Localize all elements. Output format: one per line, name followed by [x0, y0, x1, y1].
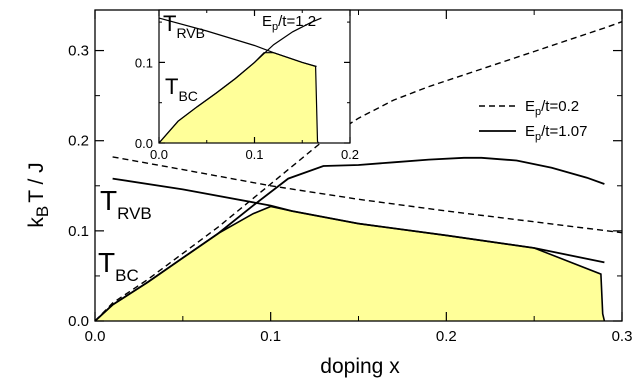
legend-dashed-rest: /t=0.2 [541, 98, 579, 115]
inset-series-label: Ep/t=1.2 [262, 13, 316, 33]
inset-series-sub: p [272, 21, 278, 33]
inset-t-bc-main: T [165, 74, 178, 99]
y-tick-label: 0.0 [68, 313, 89, 330]
x-tick-label: 0.3 [612, 328, 633, 345]
legend-label-solid: Ep/t=1.07 [525, 123, 587, 143]
x-tick-label: 0.2 [436, 328, 457, 345]
inset-series-main: E [262, 13, 272, 30]
series-2-t-rvb-line [112, 177, 605, 264]
inset-t-rvb-sub: RVB [176, 25, 205, 41]
inset-t-bc-sub: BC [178, 88, 197, 104]
inset-y-tick-label: 0.1 [135, 55, 153, 70]
inset-chart: 0.0 0.1 0.20.00.1 TRVB TBC Ep/t=1.2 [135, 9, 359, 162]
inset-y-tick-label: 0.0 [135, 136, 153, 151]
y-tick-label: 0.1 [68, 223, 89, 240]
inset-series-1-t-rvb-line [158, 17, 317, 67]
legend-solid-main: E [525, 123, 535, 140]
inset-t-rvb-label: TRVB [163, 11, 205, 41]
legend-solid-sub: p [535, 131, 541, 143]
inset-t-bc-label: TBC [165, 74, 198, 104]
legend: Ep/t=0.2 Ep/t=1.07 [479, 98, 587, 143]
legend-dashed-main: E [525, 98, 535, 115]
inset-x-tick-label: 0.0 [150, 147, 168, 162]
y-axis-label-sub: B [33, 206, 52, 217]
t-rvb-main: T [100, 185, 117, 216]
t-bc-sub: BC [115, 266, 139, 285]
series-1-t-rvb-line [112, 156, 623, 234]
inset-x-tick-label: 0.2 [341, 147, 359, 162]
x-tick-label: 0.1 [260, 328, 281, 345]
legend-dashed-sub: p [535, 106, 541, 118]
y-axis-label-rest: T / J [25, 162, 48, 202]
inset-t-rvb-main: T [163, 11, 176, 36]
x-axis-label: doping x [320, 355, 400, 378]
series-2-t-bc-line [94, 156, 605, 322]
inset-x-tick-label: 0.1 [245, 147, 263, 162]
legend-label-dashed: Ep/t=0.2 [525, 98, 579, 118]
inset-series-1-t-bc-line [158, 17, 322, 144]
y-axis-label-k: k [25, 217, 48, 228]
inset-bc-phase-fill [159, 52, 319, 144]
t-bc-main: T [98, 247, 115, 278]
y-axis-label: kB T / J [25, 162, 52, 227]
t-rvb-label: TRVB [100, 185, 152, 223]
legend-solid-rest: /t=1.07 [541, 123, 587, 140]
t-bc-label: TBC [98, 247, 139, 285]
series-1-t-bc-line [94, 21, 623, 322]
y-tick-label: 0.2 [68, 133, 89, 150]
y-tick-label: 0.3 [68, 43, 89, 60]
x-tick-label: 0.0 [85, 328, 106, 345]
bc-phase-fill [95, 206, 605, 321]
inset-series-rest: /t=1.2 [278, 13, 316, 30]
t-rvb-sub: RVB [117, 204, 152, 223]
